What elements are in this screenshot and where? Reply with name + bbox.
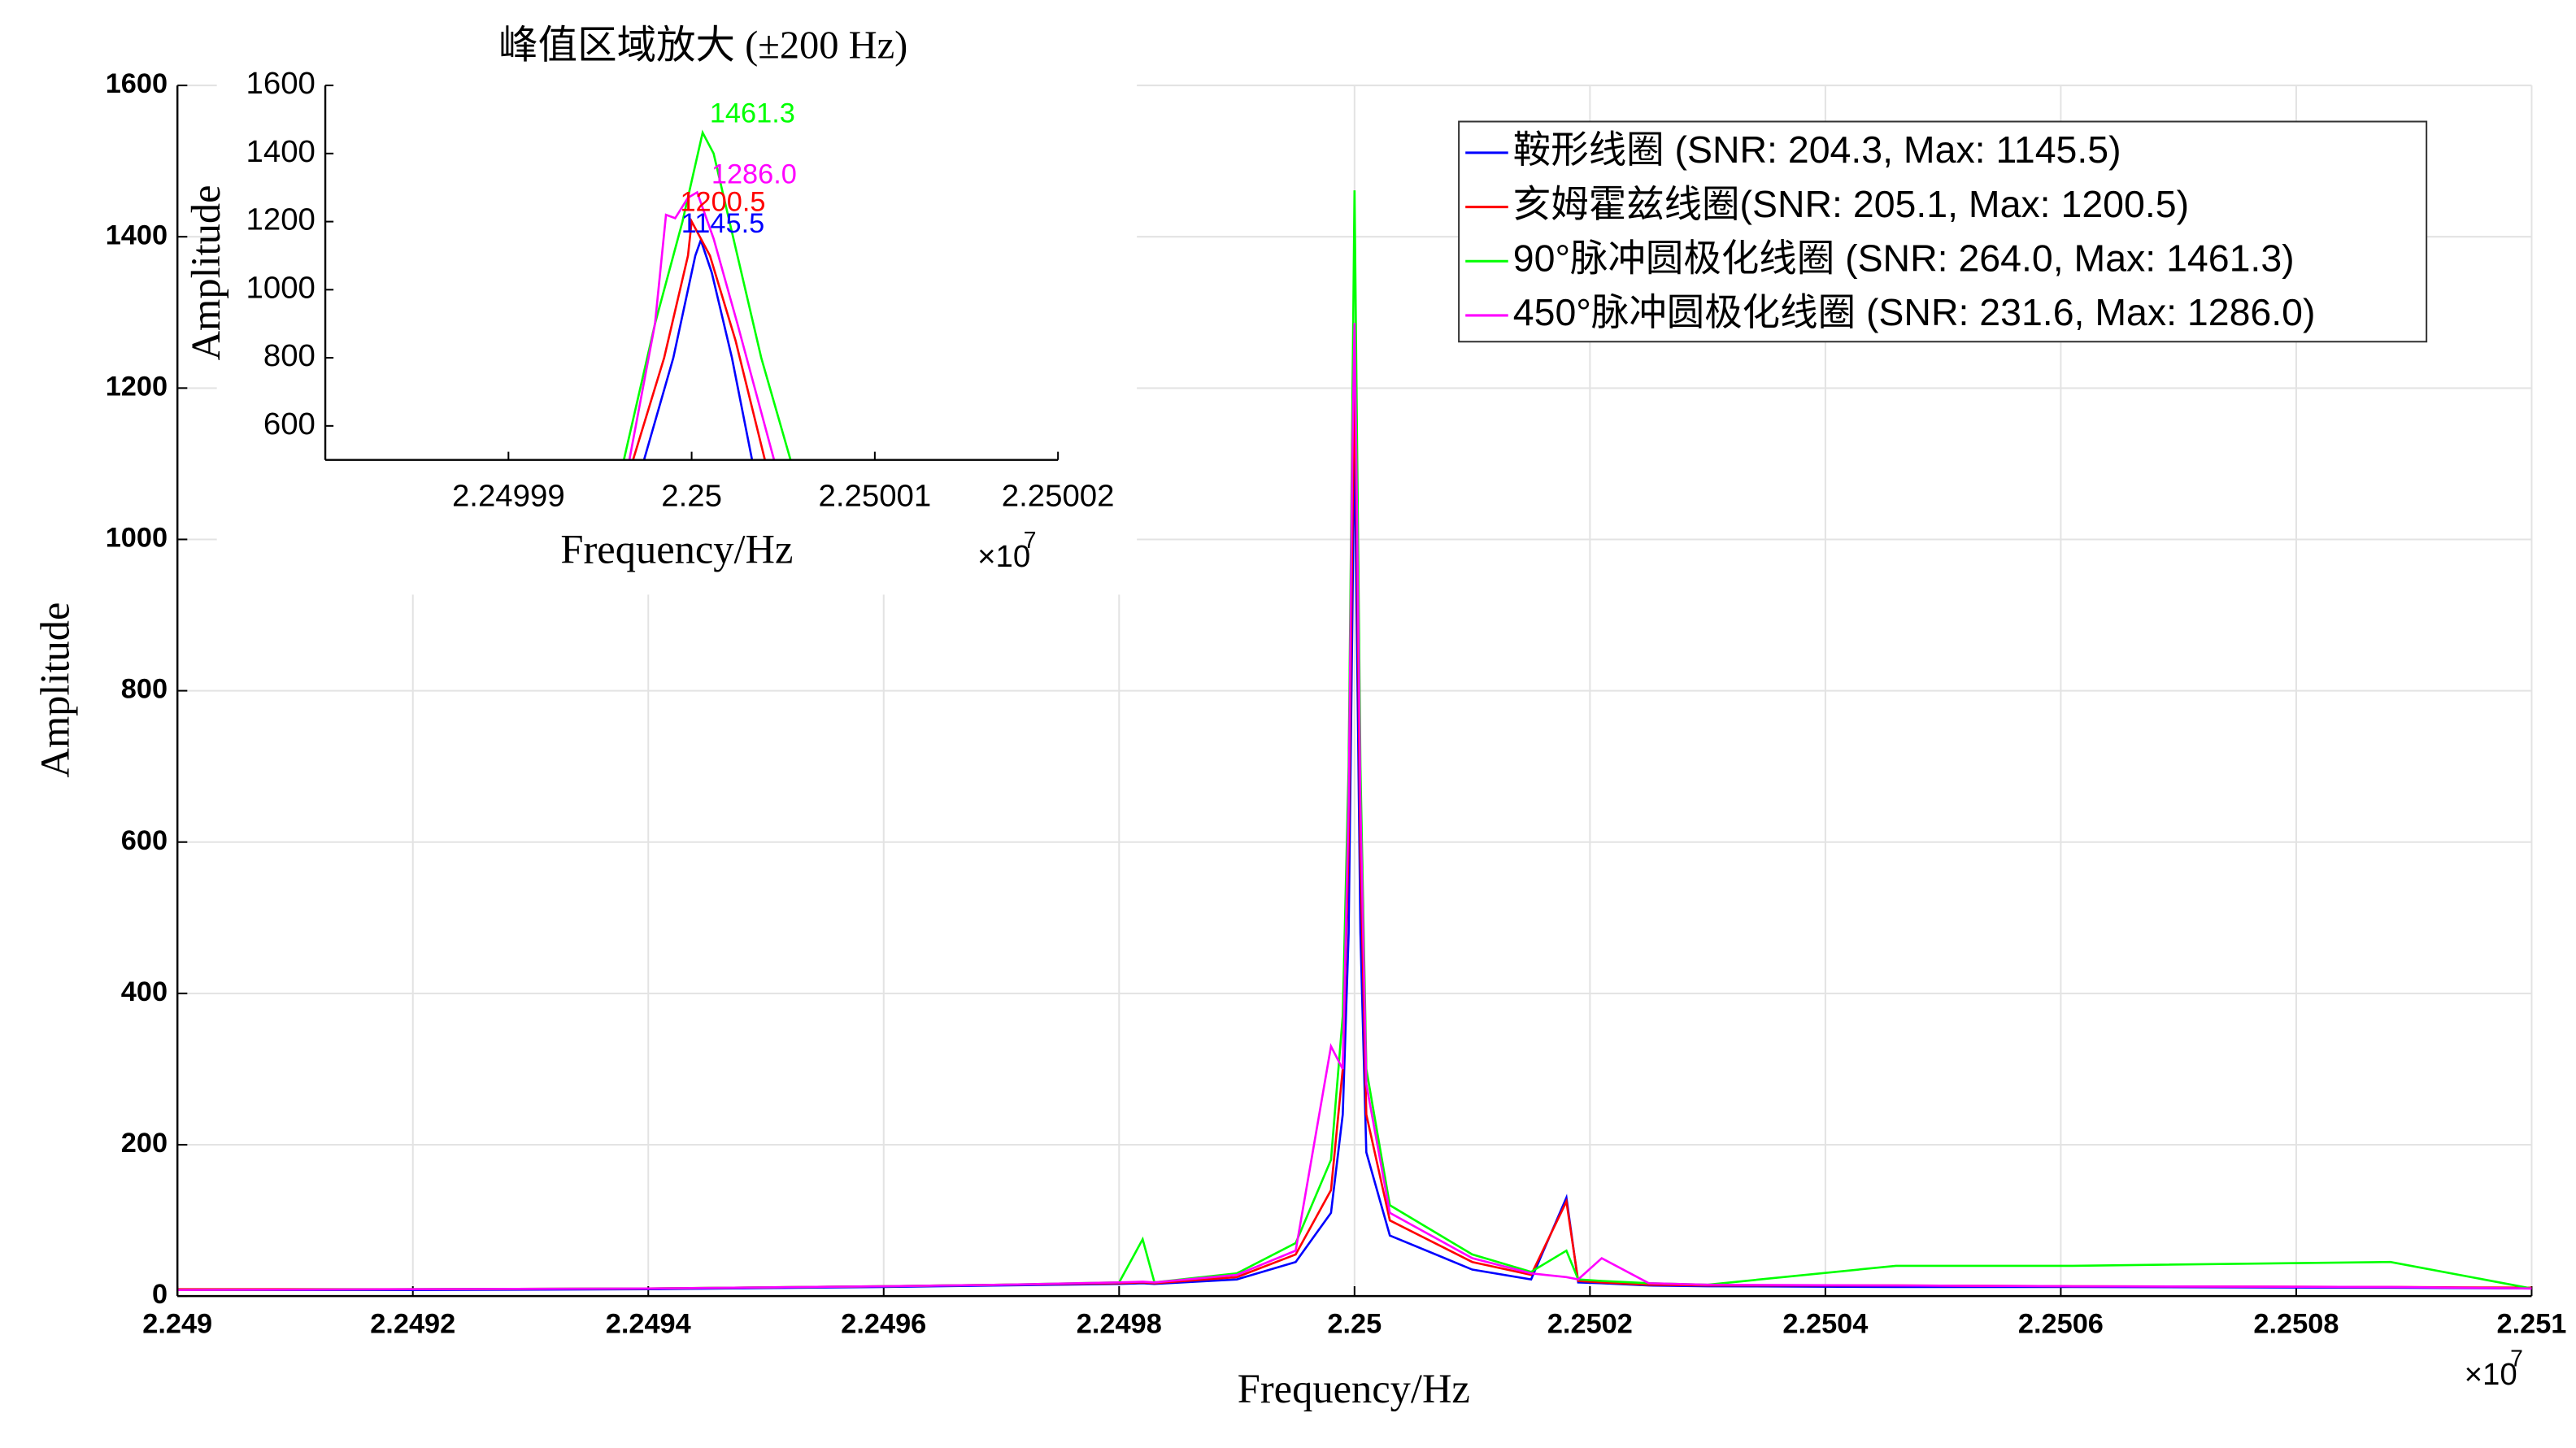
legend-label: 90°脉冲圆极化线圈 (SNR: 264.0, Max: 1461.3) [1513,237,2295,280]
x-scale-base: ×10 [977,539,1030,574]
x-axis-label: Frequency/Hz [560,526,793,572]
peak-label: 1145.5 [681,208,764,239]
x-tick-label: 2.25001 [819,478,932,513]
plot-lines [177,190,2532,1291]
plot-lines [622,129,792,460]
y-tick-label: 800 [121,674,168,705]
x-tick-label: 2.2498 [1077,1309,1162,1340]
x-scale-exponent: 7 [2510,1345,2523,1371]
legend-label: 450°脉冲圆极化线圈 (SNR: 231.6, Max: 1286.0) [1513,291,2316,333]
x-tick-label: 2.2506 [2018,1309,2104,1340]
x-tick-label: 2.2492 [370,1309,455,1340]
y-tick-label: 200 [121,1128,168,1159]
y-tick-label: 600 [121,825,168,856]
x-scale-exponent: 7 [1024,527,1037,553]
x-tick-label: 2.2494 [606,1309,691,1340]
y-tick-label: 1000 [246,270,315,305]
peak-label: 1200.5 [680,187,765,218]
series-line [622,129,792,460]
x-tick-label: 2.24999 [452,478,565,513]
x-tick-label: 2.25002 [1002,478,1115,513]
y-tick-label: 1200 [106,371,168,402]
x-tick-label: 2.25 [661,478,722,513]
x-tick-label: 2.2504 [1782,1309,1868,1340]
y-tick-label: 1600 [246,66,315,101]
y-tick-label: 1400 [246,134,315,169]
x-tick-label: 2.2502 [1547,1309,1633,1340]
peak-label: 1461.3 [710,98,795,129]
y-tick-label: 1000 [106,523,168,554]
x-axis-label: Frequency/Hz [1238,1366,1470,1411]
legend-label: 亥姆霍兹线圈(SNR: 205.1, Max: 1200.5) [1513,183,2189,225]
y-tick-label: 1400 [106,220,168,250]
legend-box [1458,120,2428,343]
y-tick-label: 800 [263,338,315,373]
y-tick-label: 600 [263,407,315,441]
x-scale-base: ×10 [2465,1357,2517,1392]
x-tick-label: 2.2508 [2253,1309,2339,1340]
y-axis-label: Amplitude [183,185,228,360]
inset-title: 峰值区域放大 (±200 Hz) [498,24,907,67]
series-line [628,190,776,460]
legend-label: 鞍形线圈 (SNR: 204.3, Max: 1145.5) [1513,128,2121,171]
x-tick-label: 2.251 [2496,1309,2566,1340]
series-line [632,218,766,460]
y-tick-label: 1200 [246,202,315,237]
x-tick-label: 2.249 [142,1309,212,1340]
y-tick-label: 400 [121,976,168,1007]
x-tick-label: 2.2496 [841,1309,926,1340]
series-line [177,323,2532,1291]
y-tick-label: 0 [152,1279,168,1310]
y-axis-label: Amplitude [32,602,77,778]
x-tick-label: 2.25 [1327,1309,1382,1340]
peak-label: 1286.0 [711,159,797,189]
y-tick-label: 1600 [106,68,168,99]
